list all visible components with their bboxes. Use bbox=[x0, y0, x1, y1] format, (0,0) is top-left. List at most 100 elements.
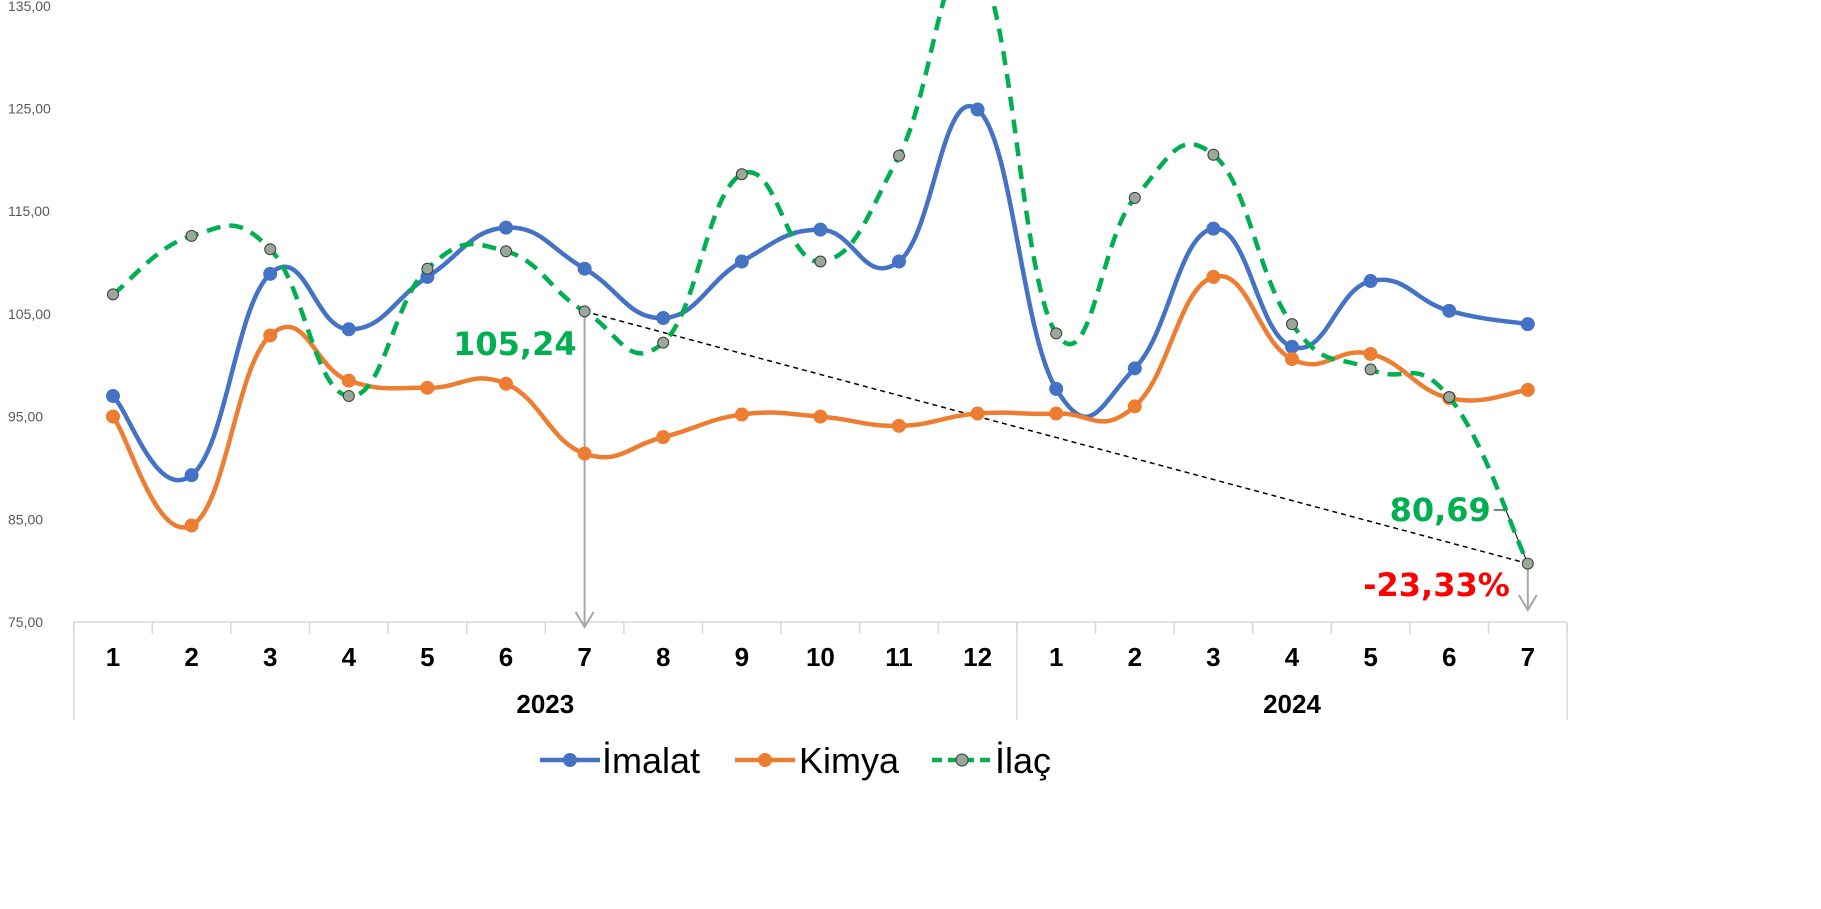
x-tick-label: 9 bbox=[735, 642, 749, 672]
data-point bbox=[1206, 269, 1221, 284]
x-tick-label: 1 bbox=[106, 642, 120, 672]
x-tick-label: 5 bbox=[1363, 642, 1377, 672]
year-label: 2023 bbox=[516, 689, 574, 719]
annotation-labels: 105,24 80,69 -23,33% bbox=[453, 325, 1510, 604]
data-point bbox=[1363, 346, 1378, 361]
data-point bbox=[813, 222, 828, 237]
data-point bbox=[577, 446, 592, 461]
legend-marker bbox=[955, 753, 969, 767]
data-point bbox=[1049, 406, 1064, 421]
end-arrow-head bbox=[1517, 594, 1538, 612]
series-line bbox=[111, 0, 1530, 565]
data-point bbox=[184, 518, 199, 533]
x-tick-label: 4 bbox=[1285, 642, 1300, 672]
data-point bbox=[970, 102, 985, 117]
legend-label: Kimya bbox=[799, 740, 900, 781]
data-point bbox=[970, 406, 985, 421]
x-tick-label: 5 bbox=[420, 642, 434, 672]
y-axis: 75,00 85,00 95,00 105,00 115,00 125,00 135,00 bbox=[8, 0, 51, 630]
legend: İmalat Kimya İlaç bbox=[540, 740, 1051, 781]
x-tick-label: 2 bbox=[184, 642, 198, 672]
data-point bbox=[106, 409, 120, 424]
legend-marker bbox=[563, 753, 577, 767]
x-tick-label: 2 bbox=[1128, 642, 1142, 672]
series-line bbox=[110, 104, 1531, 483]
data-point bbox=[341, 373, 356, 388]
data-point bbox=[499, 220, 513, 235]
data-point bbox=[420, 380, 435, 395]
data-point bbox=[1050, 327, 1063, 340]
legend-label: İlaç bbox=[995, 740, 1051, 781]
y-tick-label: 75,00 bbox=[8, 614, 43, 630]
data-point bbox=[1127, 361, 1142, 376]
y-tick-label: 95,00 bbox=[8, 409, 43, 425]
x-tick-label: 6 bbox=[499, 642, 513, 672]
y-tick-label: 125,00 bbox=[8, 101, 51, 117]
data-point bbox=[656, 430, 671, 445]
x-tick-label: 8 bbox=[656, 642, 670, 672]
data-point bbox=[734, 407, 749, 422]
legend-item: İmalat bbox=[540, 740, 700, 781]
series-1 bbox=[106, 102, 1535, 483]
y-tick-label: 85,00 bbox=[8, 511, 43, 527]
data-point bbox=[500, 245, 512, 258]
legend-item: İlaç bbox=[932, 740, 1051, 781]
data-point bbox=[892, 254, 906, 269]
data-point bbox=[263, 266, 278, 281]
data-point bbox=[264, 243, 277, 256]
data-point bbox=[342, 390, 355, 403]
data-point bbox=[1520, 317, 1535, 332]
x-tick-label: 7 bbox=[577, 642, 591, 672]
x-tick-label: 11 bbox=[885, 642, 913, 672]
data-point bbox=[1285, 339, 1299, 354]
data-point bbox=[657, 336, 670, 349]
data-point bbox=[1363, 274, 1378, 289]
data-point bbox=[1520, 382, 1535, 397]
data-point bbox=[1443, 391, 1456, 404]
data-point bbox=[813, 409, 828, 424]
legend-marker bbox=[758, 753, 772, 767]
data-point bbox=[1364, 363, 1377, 376]
data-point bbox=[577, 261, 592, 276]
data-point bbox=[421, 262, 434, 275]
data-point bbox=[1049, 381, 1064, 396]
data-point bbox=[341, 322, 356, 337]
data-point bbox=[1206, 221, 1221, 236]
change-percent-label: -23,33% bbox=[1363, 566, 1510, 604]
series-layer bbox=[106, 0, 1535, 570]
data-point bbox=[107, 288, 119, 301]
x-tick-label: 3 bbox=[1206, 642, 1220, 672]
data-point bbox=[735, 168, 748, 181]
x-tick-label: 7 bbox=[1521, 642, 1535, 672]
data-point bbox=[814, 255, 827, 268]
trend-dashed-line bbox=[584, 310, 1528, 565]
data-point bbox=[185, 229, 198, 242]
data-point bbox=[1285, 352, 1299, 367]
series-3 bbox=[107, 0, 1534, 570]
legend-label: İmalat bbox=[602, 740, 700, 781]
data-point bbox=[1128, 191, 1141, 204]
y-tick-label: 115,00 bbox=[8, 203, 50, 219]
end-value-label: 80,69 bbox=[1390, 491, 1491, 529]
year-label: 2024 bbox=[1263, 689, 1321, 719]
start-value-label: 105,24 bbox=[453, 325, 576, 363]
data-point bbox=[1521, 557, 1534, 570]
data-point bbox=[578, 305, 591, 318]
data-point bbox=[1127, 399, 1142, 414]
data-point bbox=[656, 311, 671, 326]
legend-item: Kimya bbox=[735, 740, 900, 781]
x-tick-label: 1 bbox=[1049, 642, 1063, 672]
x-tick-label: 4 bbox=[342, 642, 357, 672]
y-tick-label: 105,00 bbox=[8, 306, 51, 322]
data-point bbox=[184, 468, 199, 483]
data-point bbox=[1207, 148, 1220, 161]
data-point bbox=[734, 254, 749, 269]
x-tick-label: 6 bbox=[1442, 642, 1456, 672]
data-point bbox=[1286, 318, 1298, 331]
x-tick-label: 3 bbox=[263, 642, 277, 672]
data-point bbox=[263, 328, 278, 343]
data-point bbox=[892, 418, 906, 433]
data-point bbox=[893, 149, 905, 162]
